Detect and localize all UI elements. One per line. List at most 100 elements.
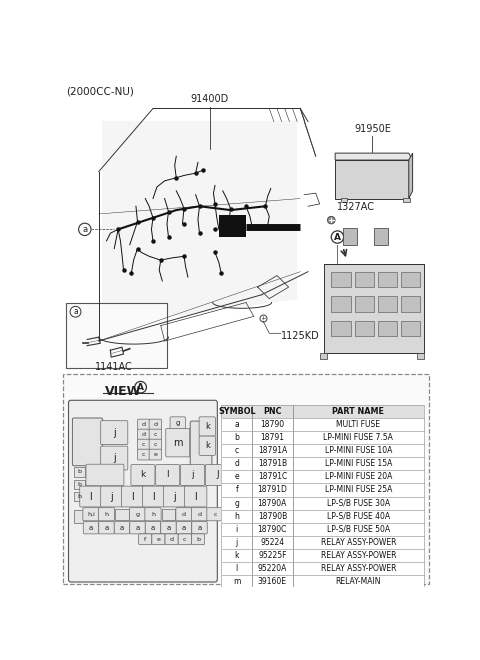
Bar — [252, 523, 292, 536]
Text: 1141AC: 1141AC — [96, 362, 133, 372]
FancyBboxPatch shape — [80, 486, 102, 507]
FancyBboxPatch shape — [176, 508, 192, 521]
Bar — [374, 228, 388, 245]
Text: j: j — [191, 471, 194, 479]
Bar — [292, 444, 424, 457]
Text: g: g — [176, 420, 180, 426]
Text: k: k — [234, 551, 239, 560]
Bar — [340, 198, 347, 203]
Polygon shape — [324, 264, 424, 352]
FancyBboxPatch shape — [199, 417, 216, 436]
FancyBboxPatch shape — [137, 449, 150, 460]
FancyBboxPatch shape — [170, 417, 186, 429]
Text: g: g — [234, 498, 239, 508]
Bar — [63, 374, 429, 583]
Bar — [115, 509, 129, 519]
Bar — [74, 492, 85, 501]
Bar — [221, 483, 424, 496]
Text: 39160E: 39160E — [258, 577, 287, 586]
Bar — [221, 457, 252, 471]
Text: h: h — [151, 512, 155, 517]
Bar — [252, 418, 292, 431]
FancyBboxPatch shape — [114, 521, 130, 534]
Bar — [292, 431, 424, 444]
Bar — [221, 562, 424, 575]
Bar — [221, 444, 252, 457]
Text: c: c — [154, 432, 157, 437]
Text: d: d — [182, 512, 186, 517]
Bar — [74, 510, 86, 523]
Text: PART NAME: PART NAME — [333, 407, 384, 416]
Text: VIEW: VIEW — [106, 385, 142, 398]
Bar — [221, 549, 424, 562]
Text: c: c — [235, 446, 239, 455]
Text: e: e — [234, 473, 239, 481]
Text: e: e — [156, 537, 160, 542]
FancyBboxPatch shape — [161, 521, 176, 534]
FancyBboxPatch shape — [145, 508, 161, 521]
Text: 18791C: 18791C — [258, 473, 287, 481]
Polygon shape — [335, 160, 409, 199]
FancyBboxPatch shape — [69, 400, 217, 582]
Bar — [221, 471, 424, 483]
Bar — [292, 496, 424, 510]
Text: LP-S/B FUSE 40A: LP-S/B FUSE 40A — [327, 512, 390, 521]
Text: 95225F: 95225F — [258, 551, 287, 560]
FancyBboxPatch shape — [149, 429, 162, 440]
Bar — [252, 431, 292, 444]
FancyBboxPatch shape — [149, 419, 162, 430]
Text: h,i: h,i — [87, 512, 95, 517]
Text: a: a — [82, 225, 87, 234]
Text: RELAY-MAIN: RELAY-MAIN — [336, 577, 381, 586]
Text: LP-MINI FUSE 15A: LP-MINI FUSE 15A — [324, 459, 392, 469]
Text: SYMBOL: SYMBOL — [218, 407, 255, 416]
Text: d: d — [197, 512, 202, 517]
Text: h: h — [105, 512, 108, 517]
Bar — [252, 510, 292, 523]
Text: a: a — [167, 525, 170, 531]
Bar — [252, 496, 292, 510]
Bar — [221, 523, 252, 536]
Bar — [221, 418, 252, 431]
Bar — [221, 418, 424, 431]
Bar — [252, 471, 292, 483]
FancyBboxPatch shape — [83, 508, 99, 521]
Text: d: d — [153, 422, 157, 427]
Text: 18791D: 18791D — [257, 486, 288, 494]
FancyBboxPatch shape — [165, 534, 178, 544]
Bar — [355, 296, 374, 312]
Text: 91950E: 91950E — [354, 123, 391, 133]
Bar — [292, 405, 424, 418]
Text: RELAY ASSY-POWER: RELAY ASSY-POWER — [321, 551, 396, 560]
Text: J: J — [216, 471, 218, 479]
FancyBboxPatch shape — [101, 446, 128, 470]
Text: k: k — [140, 471, 145, 479]
Text: a: a — [135, 525, 140, 531]
Text: 18790B: 18790B — [258, 512, 287, 521]
Text: a: a — [197, 525, 202, 531]
Bar — [292, 523, 424, 536]
FancyBboxPatch shape — [205, 465, 229, 485]
Text: k: k — [205, 442, 210, 450]
FancyBboxPatch shape — [101, 420, 128, 445]
Bar — [292, 549, 424, 562]
Bar — [221, 523, 424, 536]
Text: b: b — [196, 537, 200, 542]
Text: j: j — [113, 428, 116, 438]
Text: f: f — [144, 537, 146, 542]
Text: (2000CC-NU): (2000CC-NU) — [66, 87, 134, 97]
Text: a: a — [151, 525, 155, 531]
Text: l: l — [236, 564, 238, 573]
FancyBboxPatch shape — [192, 508, 208, 521]
Text: 1125KD: 1125KD — [281, 331, 320, 341]
FancyBboxPatch shape — [166, 428, 190, 457]
Bar — [221, 536, 252, 549]
Bar — [252, 549, 292, 562]
Polygon shape — [409, 153, 413, 199]
Bar — [292, 510, 424, 523]
Text: 18791B: 18791B — [258, 459, 287, 469]
Bar — [378, 272, 397, 287]
FancyBboxPatch shape — [149, 449, 162, 460]
Text: l: l — [167, 471, 169, 479]
Text: RELAY ASSY-POWER: RELAY ASSY-POWER — [321, 564, 396, 573]
